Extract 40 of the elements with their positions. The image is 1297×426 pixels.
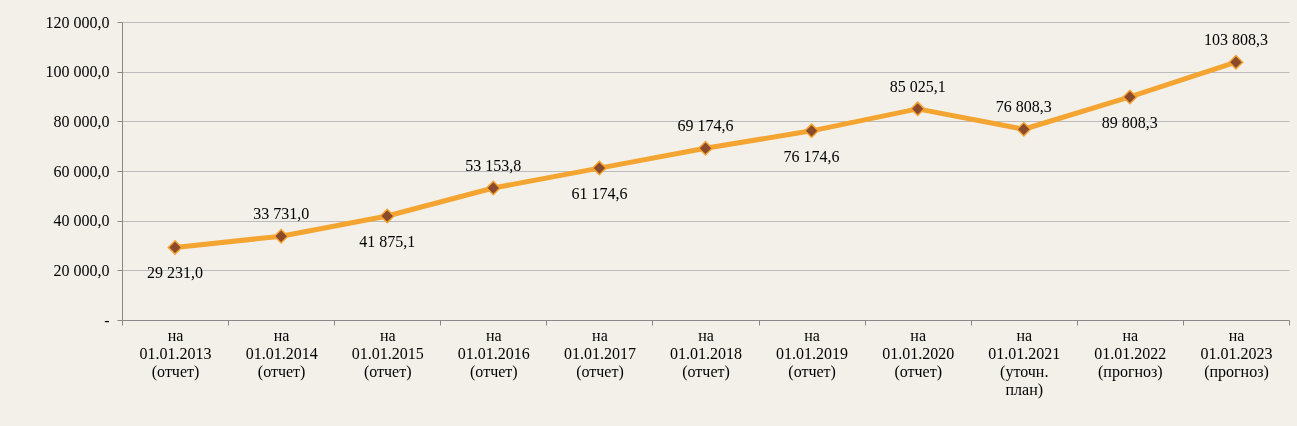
data-label: 103 808,3 <box>1203 31 1268 49</box>
data-label: 29 231,0 <box>147 264 204 282</box>
point <box>1122 89 1138 105</box>
point <box>485 180 501 196</box>
x-tick-label: на 01.01.2023 (прогноз) <box>1200 326 1273 381</box>
y-tick-label: 100 000,0 <box>45 63 110 81</box>
y-tick-label: 120 000,0 <box>45 13 110 31</box>
data-label: 41 875,1 <box>359 233 416 251</box>
x-tick-label: на 01.01.2021 (уточн. план) <box>988 326 1061 399</box>
point <box>379 208 395 224</box>
x-tick-label: на 01.01.2014 (отчет) <box>245 326 318 381</box>
data-label: 33 731,0 <box>253 205 310 223</box>
x-tick-label: на 01.01.2022 (прогноз) <box>1094 326 1167 381</box>
point <box>804 123 820 139</box>
data-label: 89 808,3 <box>1101 113 1158 131</box>
x-tick-label: на 01.01.2017 (отчет) <box>563 326 636 381</box>
data-label: 85 025,1 <box>889 77 946 95</box>
data-label: 76 174,6 <box>783 147 840 165</box>
x-tick-label: на 01.01.2016 (отчет) <box>457 326 530 381</box>
point <box>591 160 607 176</box>
data-label: 69 174,6 <box>677 117 734 135</box>
y-tick-label: 80 000,0 <box>53 112 110 130</box>
data-label: 76 808,3 <box>995 98 1052 116</box>
data-label: 61 174,6 <box>571 185 628 203</box>
x-tick-label: на 01.01.2013 (отчет) <box>139 326 212 381</box>
x-tick-label: на 01.01.2018 (отчет) <box>670 326 742 381</box>
y-tick-label: 40 000,0 <box>53 212 110 230</box>
y-tick-label: 20 000,0 <box>53 261 110 279</box>
y-tick-label: 60 000,0 <box>53 162 110 180</box>
point <box>1016 121 1032 137</box>
point <box>698 140 713 156</box>
point <box>1228 54 1244 70</box>
point <box>273 228 289 244</box>
data-label: 53 153,8 <box>465 157 522 174</box>
point <box>167 239 183 255</box>
x-tick-label: на 01.01.2015 (отчет) <box>351 326 424 381</box>
x-tick-label: на 01.01.2019 (отчет) <box>776 326 849 381</box>
point <box>910 101 926 117</box>
x-tick-label: на 01.01.2020 (отчет) <box>882 326 955 381</box>
y-tick-label: - <box>104 311 110 329</box>
